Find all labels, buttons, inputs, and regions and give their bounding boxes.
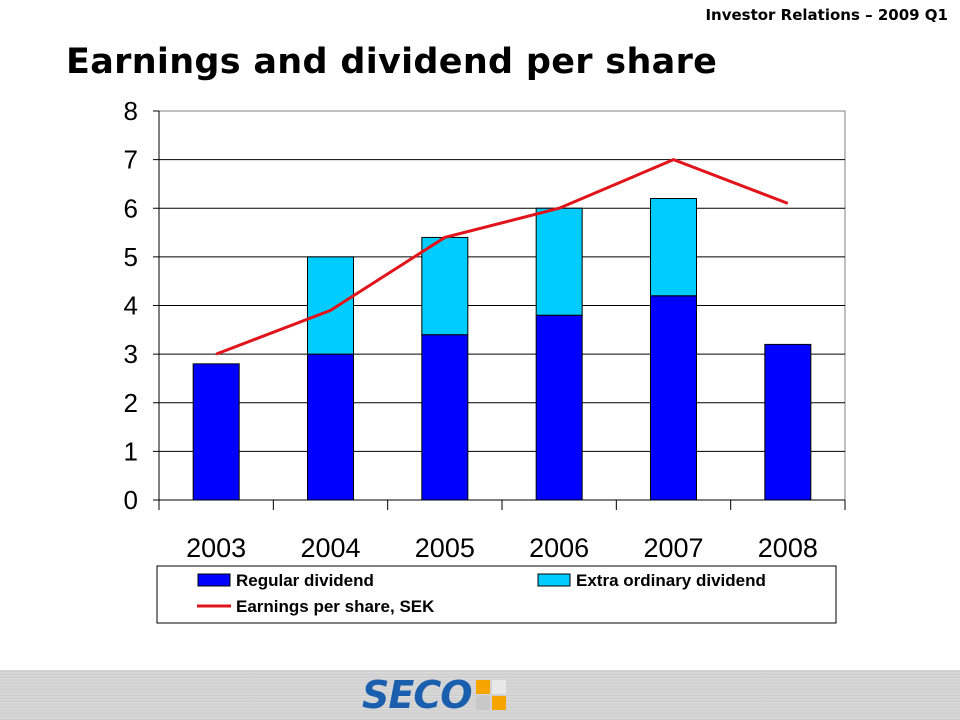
bar-regular-2006 [535, 314, 583, 501]
bar-regular-2005 [421, 334, 469, 501]
header-subtitle: Investor Relations – 2009 Q1 [705, 6, 948, 24]
x-tick-label: 2007 [643, 533, 703, 563]
y-tick-label: 1 [124, 436, 138, 466]
y-tick-label: 2 [124, 388, 138, 418]
bar-regular-2003 [192, 363, 240, 501]
legend-swatch-extra [537, 573, 571, 587]
eps-line [215, 158, 789, 356]
grid-lines [153, 110, 845, 501]
bar-regular-2008 [764, 343, 812, 501]
y-tick-label: 7 [124, 145, 138, 175]
x-tick-label: 2004 [300, 533, 360, 563]
bar-extra-2007 [650, 198, 697, 297]
y-tick-label: 3 [124, 339, 138, 369]
bar-extra-2004 [307, 256, 354, 355]
x-tick-label: 2008 [758, 533, 818, 563]
y-tick-label: 0 [124, 485, 138, 515]
x-axis-labels: 2003 2004 2005 2006 2007 2008 [186, 533, 818, 563]
legend-label-eps: Earnings per share, SEK [236, 597, 435, 616]
bar-regular-2004 [307, 353, 354, 501]
bar-extra-2006 [535, 207, 583, 316]
legend [156, 565, 837, 624]
y-axis-labels: 0 1 2 3 4 5 6 7 8 [124, 96, 138, 515]
y-tick-label: 8 [124, 96, 138, 126]
legend-swatch-regular [197, 573, 231, 587]
logo-text: SECO [362, 673, 473, 717]
x-tick-label: 2005 [415, 533, 475, 563]
bar-extra-2005 [421, 236, 469, 336]
legend-label-extra: Extra ordinary dividend [576, 571, 766, 590]
logo-mark-icon [475, 680, 506, 710]
x-tick-label: 2006 [529, 533, 589, 563]
bar-regular-2007 [650, 295, 697, 501]
footer-band [0, 670, 960, 720]
y-tick-label: 4 [124, 291, 138, 321]
y-tick-label: 6 [124, 193, 138, 223]
legend-label-regular: Regular dividend [236, 571, 374, 590]
page-title: Earnings and dividend per share [66, 42, 718, 82]
x-tick-label: 2003 [186, 533, 246, 563]
seco-logo: SECO [362, 676, 506, 714]
x-axis-ticks [158, 500, 846, 510]
bars [192, 198, 812, 501]
y-tick-label: 5 [124, 242, 138, 272]
